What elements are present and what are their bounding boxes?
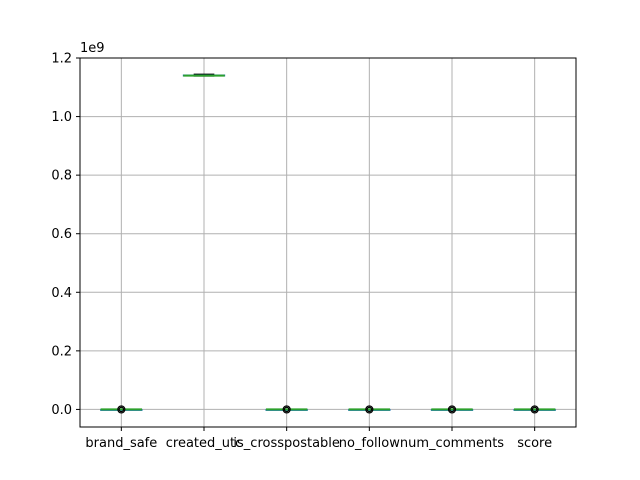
- box-no_follow: [348, 405, 391, 414]
- box-plot-series: [100, 73, 556, 414]
- axes-frame: [79, 57, 577, 428]
- outlier-point: [118, 406, 125, 413]
- y-tick-label: 0.6: [51, 227, 72, 242]
- y-tick-label: 0.2: [51, 344, 72, 359]
- box-is_crosspostable: [265, 405, 308, 414]
- grid-lines: [80, 57, 576, 427]
- x-tick-label: created_utc: [166, 436, 243, 451]
- outlier-point: [447, 405, 457, 414]
- outlier-point: [530, 405, 539, 414]
- x-tick-label: num_comments: [400, 436, 504, 451]
- outlier-point: [117, 405, 126, 414]
- y-axis-scale-multiplier: 1e9: [80, 41, 105, 56]
- outlier-point: [283, 406, 290, 413]
- outlier-point: [449, 406, 455, 413]
- outlier-point: [365, 405, 374, 414]
- box-brand_safe: [100, 405, 143, 414]
- box-created_utc: [182, 73, 226, 77]
- outlier-point: [366, 406, 373, 413]
- y-tick-label: 1.2: [51, 52, 72, 67]
- y-tick-label: 0.8: [51, 169, 72, 184]
- y-axis-ticks: 0.0 0.2 0.4 0.6 0.8 1.0 1.2: [51, 52, 80, 418]
- x-axis-ticks: brand_safe created_utcis_crosspostableno_…: [85, 427, 552, 451]
- y-tick-label: 1.0: [51, 110, 72, 125]
- x-tick-label: score: [517, 436, 552, 451]
- y-tick-label: 0.0: [51, 403, 72, 418]
- outlier-point: [531, 406, 538, 413]
- x-tick-label: is_crosspostable: [233, 436, 340, 451]
- x-tick-label: brand_safe: [85, 436, 157, 451]
- y-tick-label: 0.4: [51, 286, 72, 301]
- box-score: [513, 405, 556, 414]
- box-num_comments: [430, 405, 474, 414]
- outlier-point: [282, 405, 291, 414]
- x-tick-label: no_follow: [339, 436, 400, 451]
